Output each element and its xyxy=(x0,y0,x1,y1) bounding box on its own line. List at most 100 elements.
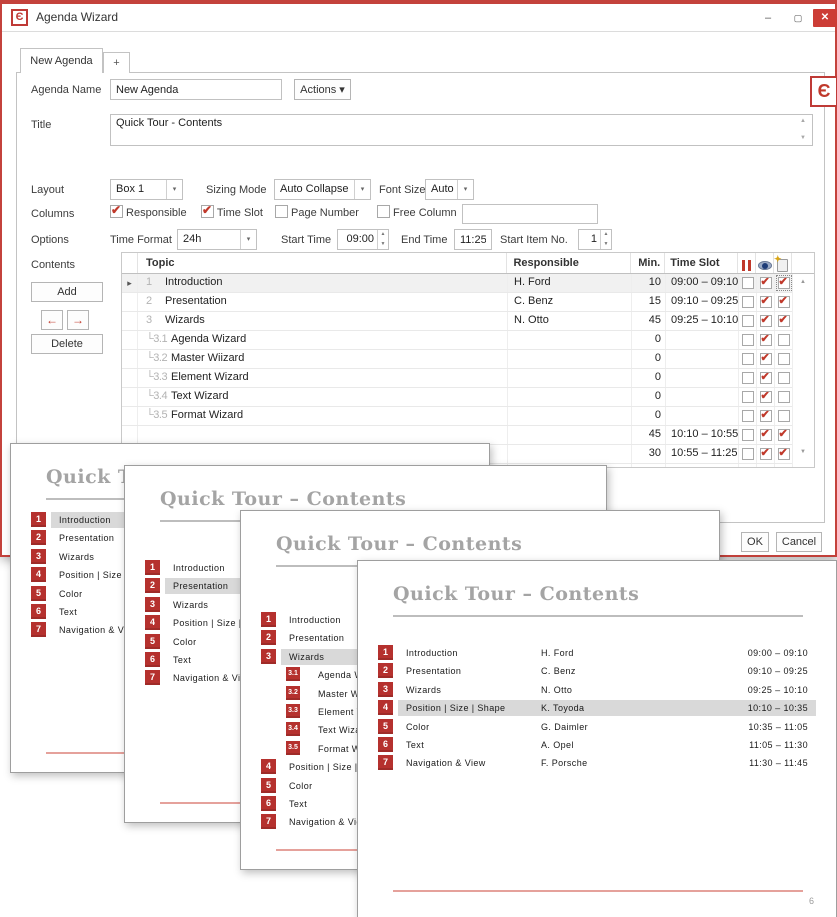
topic-column-header[interactable]: Topic xyxy=(138,253,508,273)
table-row[interactable]: └3.2 Master Wiizard 0 ✔ xyxy=(122,350,814,369)
checkbox[interactable] xyxy=(377,205,390,218)
move-left-button[interactable]: ← xyxy=(41,310,63,330)
chevron-down-icon[interactable]: ▾ xyxy=(240,230,256,249)
close-button[interactable]: ✕ xyxy=(813,9,837,27)
spin-up-icon[interactable]: ▲ xyxy=(380,231,386,237)
spin-down-icon[interactable]: ▼ xyxy=(603,240,609,247)
free-column-input[interactable] xyxy=(462,204,598,224)
delete-button[interactable]: Delete xyxy=(31,334,103,354)
table-row[interactable]: ▸ 1 Introduction H. Ford 10 09:00 – 09:10 ✔ ✔ xyxy=(122,274,814,293)
row-checkbox[interactable] xyxy=(739,331,757,349)
row-checkbox[interactable]: ✔ xyxy=(757,388,775,406)
row-checkbox[interactable] xyxy=(775,331,793,349)
checkbox[interactable] xyxy=(777,391,790,403)
table-row[interactable]: 2 Presentation C. Benz 15 09:10 – 09:25 ✔ ✔ xyxy=(122,293,814,312)
checkbox[interactable]: ✔ xyxy=(777,447,790,460)
textarea-scroll-down-icon[interactable]: ▼ xyxy=(800,135,806,141)
row-checkbox[interactable]: ✔ xyxy=(775,426,793,444)
row-checkbox[interactable]: ✔ xyxy=(757,445,775,463)
checkbox[interactable]: ✔ xyxy=(201,203,214,218)
row-checkbox[interactable] xyxy=(739,274,757,292)
visibility-column-header[interactable] xyxy=(756,253,775,273)
start-item-stepper[interactable]: 1 ▲ ▼ xyxy=(578,229,612,250)
row-checkbox[interactable] xyxy=(739,312,757,330)
checkbox[interactable] xyxy=(777,372,790,384)
sizing-mode-dropdown[interactable]: Auto Collapse ▾ xyxy=(274,179,371,200)
checkbox[interactable]: ✔ xyxy=(777,314,790,327)
row-checkbox[interactable] xyxy=(775,407,793,425)
font-size-dropdown[interactable]: Auto ▾ xyxy=(425,179,474,200)
checkbox[interactable] xyxy=(741,315,754,327)
row-checkbox[interactable] xyxy=(775,350,793,368)
table-row[interactable]: └3.5 Format Wizard 0 ✔ xyxy=(122,407,814,426)
agenda-name-input[interactable] xyxy=(110,79,282,100)
row-checkbox[interactable]: ✔ xyxy=(775,293,793,311)
row-checkbox[interactable]: ✔ xyxy=(757,426,775,444)
checkbox[interactable]: ✔ xyxy=(759,352,772,365)
row-checkbox[interactable] xyxy=(739,350,757,368)
scroll-up-icon[interactable]: ▲ xyxy=(800,279,806,285)
checkbox[interactable]: ✔ xyxy=(777,428,790,441)
responsible-column-header[interactable]: Responsible xyxy=(507,253,632,273)
time-format-dropdown[interactable]: 24h ▾ xyxy=(177,229,257,250)
scroll-down-icon[interactable]: ▼ xyxy=(800,449,806,455)
row-checkbox[interactable]: ✔ xyxy=(757,369,775,387)
row-checkbox[interactable]: ✔ xyxy=(757,293,775,311)
cancel-button[interactable]: Cancel xyxy=(776,532,822,552)
row-checkbox[interactable]: ✔ xyxy=(775,274,793,292)
checkbox[interactable]: ✔ xyxy=(759,314,772,327)
table-row[interactable]: └3.4 Text Wizard 0 ✔ xyxy=(122,388,814,407)
spin-up-icon[interactable]: ▲ xyxy=(603,231,609,237)
row-checkbox[interactable]: ✔ xyxy=(775,445,793,463)
checkbox[interactable] xyxy=(741,296,754,308)
column-checkbox-time-slot[interactable]: ✔ Time Slot xyxy=(201,203,263,219)
chevron-down-icon[interactable]: ▾ xyxy=(354,180,370,199)
row-checkbox[interactable]: ✔ xyxy=(757,407,775,425)
checkbox[interactable] xyxy=(741,277,754,289)
row-checkbox[interactable] xyxy=(739,426,757,444)
column-checkbox-page-number[interactable]: Page Number xyxy=(275,205,359,219)
layout-dropdown[interactable]: Box 1 ▾ xyxy=(110,179,183,200)
new-slide-column-header[interactable]: ✦ xyxy=(774,253,793,273)
checkbox[interactable]: ✔ xyxy=(759,295,772,308)
checkbox[interactable] xyxy=(777,334,790,346)
column-checkbox-free-column[interactable]: Free Column xyxy=(377,205,457,219)
checkbox[interactable] xyxy=(275,205,288,218)
minimize-button[interactable]: – xyxy=(764,12,772,24)
checkbox[interactable] xyxy=(741,372,754,384)
move-right-button[interactable]: → xyxy=(67,310,89,330)
checkbox[interactable]: ✔ xyxy=(759,390,772,403)
chevron-down-icon[interactable]: ▾ xyxy=(166,180,182,199)
time-slot-column-header[interactable]: Time Slot xyxy=(665,253,739,273)
textarea-scroll-up-icon[interactable]: ▲ xyxy=(800,118,806,124)
checkbox[interactable]: ✔ xyxy=(759,333,772,346)
checkbox[interactable]: ✔ xyxy=(110,203,123,218)
chevron-down-icon[interactable]: ▾ xyxy=(457,180,473,199)
row-checkbox[interactable] xyxy=(739,388,757,406)
row-checkbox[interactable]: ✔ xyxy=(757,350,775,368)
checkbox[interactable] xyxy=(741,410,754,422)
row-checkbox[interactable]: ✔ xyxy=(757,331,775,349)
table-scrollbar[interactable]: ▲ ▼ xyxy=(792,274,814,467)
checkbox[interactable]: ✔ xyxy=(759,276,772,289)
checkbox[interactable] xyxy=(741,353,754,365)
checkbox[interactable] xyxy=(777,353,790,365)
spin-down-icon[interactable]: ▼ xyxy=(380,240,386,247)
actions-button[interactable]: Actions ▾ xyxy=(294,79,351,100)
start-time-stepper[interactable]: 09:00 ▲ ▼ xyxy=(337,229,389,250)
checkbox[interactable] xyxy=(741,429,754,441)
end-time-input[interactable] xyxy=(454,229,492,250)
row-checkbox[interactable] xyxy=(739,369,757,387)
table-row[interactable]: └3.3 Element Wizard 0 ✔ xyxy=(122,369,814,388)
row-checkbox[interactable]: ✔ xyxy=(757,312,775,330)
title-textarea[interactable]: Quick Tour - Contents xyxy=(110,114,813,146)
table-row[interactable]: └3.1 Agenda Wizard 0 ✔ xyxy=(122,331,814,350)
checkbox[interactable] xyxy=(741,334,754,346)
row-checkbox[interactable] xyxy=(739,293,757,311)
row-checkbox[interactable] xyxy=(775,369,793,387)
row-checkbox[interactable] xyxy=(739,445,757,463)
tab-add-agenda[interactable]: + xyxy=(103,52,130,73)
pause-column-header[interactable] xyxy=(738,253,757,273)
checkbox[interactable] xyxy=(777,410,790,422)
table-row[interactable]: 3 Wizards N. Otto 45 09:25 – 10:10 ✔ ✔ xyxy=(122,312,814,331)
